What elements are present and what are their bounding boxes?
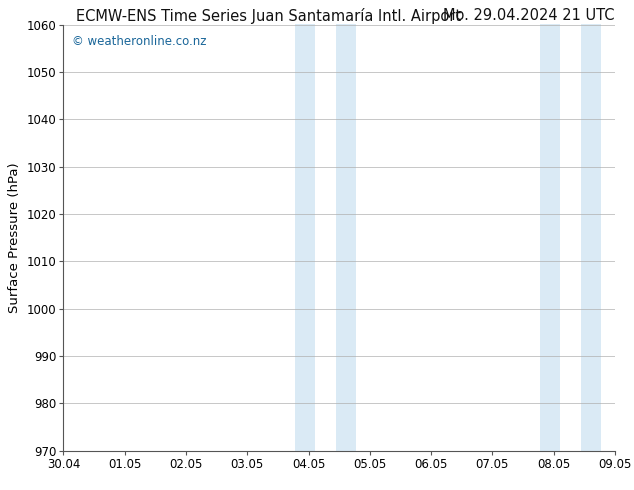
Bar <box>581 24 602 451</box>
Bar <box>335 24 356 451</box>
Bar <box>540 24 560 451</box>
Bar <box>295 24 315 451</box>
Text: Mo. 29.04.2024 21 UTC: Mo. 29.04.2024 21 UTC <box>443 8 615 24</box>
Text: ECMW-ENS Time Series Juan Santamaría Intl. Airport: ECMW-ENS Time Series Juan Santamaría Int… <box>76 8 461 24</box>
Y-axis label: Surface Pressure (hPa): Surface Pressure (hPa) <box>8 162 21 313</box>
Text: © weatheronline.co.nz: © weatheronline.co.nz <box>72 35 206 48</box>
